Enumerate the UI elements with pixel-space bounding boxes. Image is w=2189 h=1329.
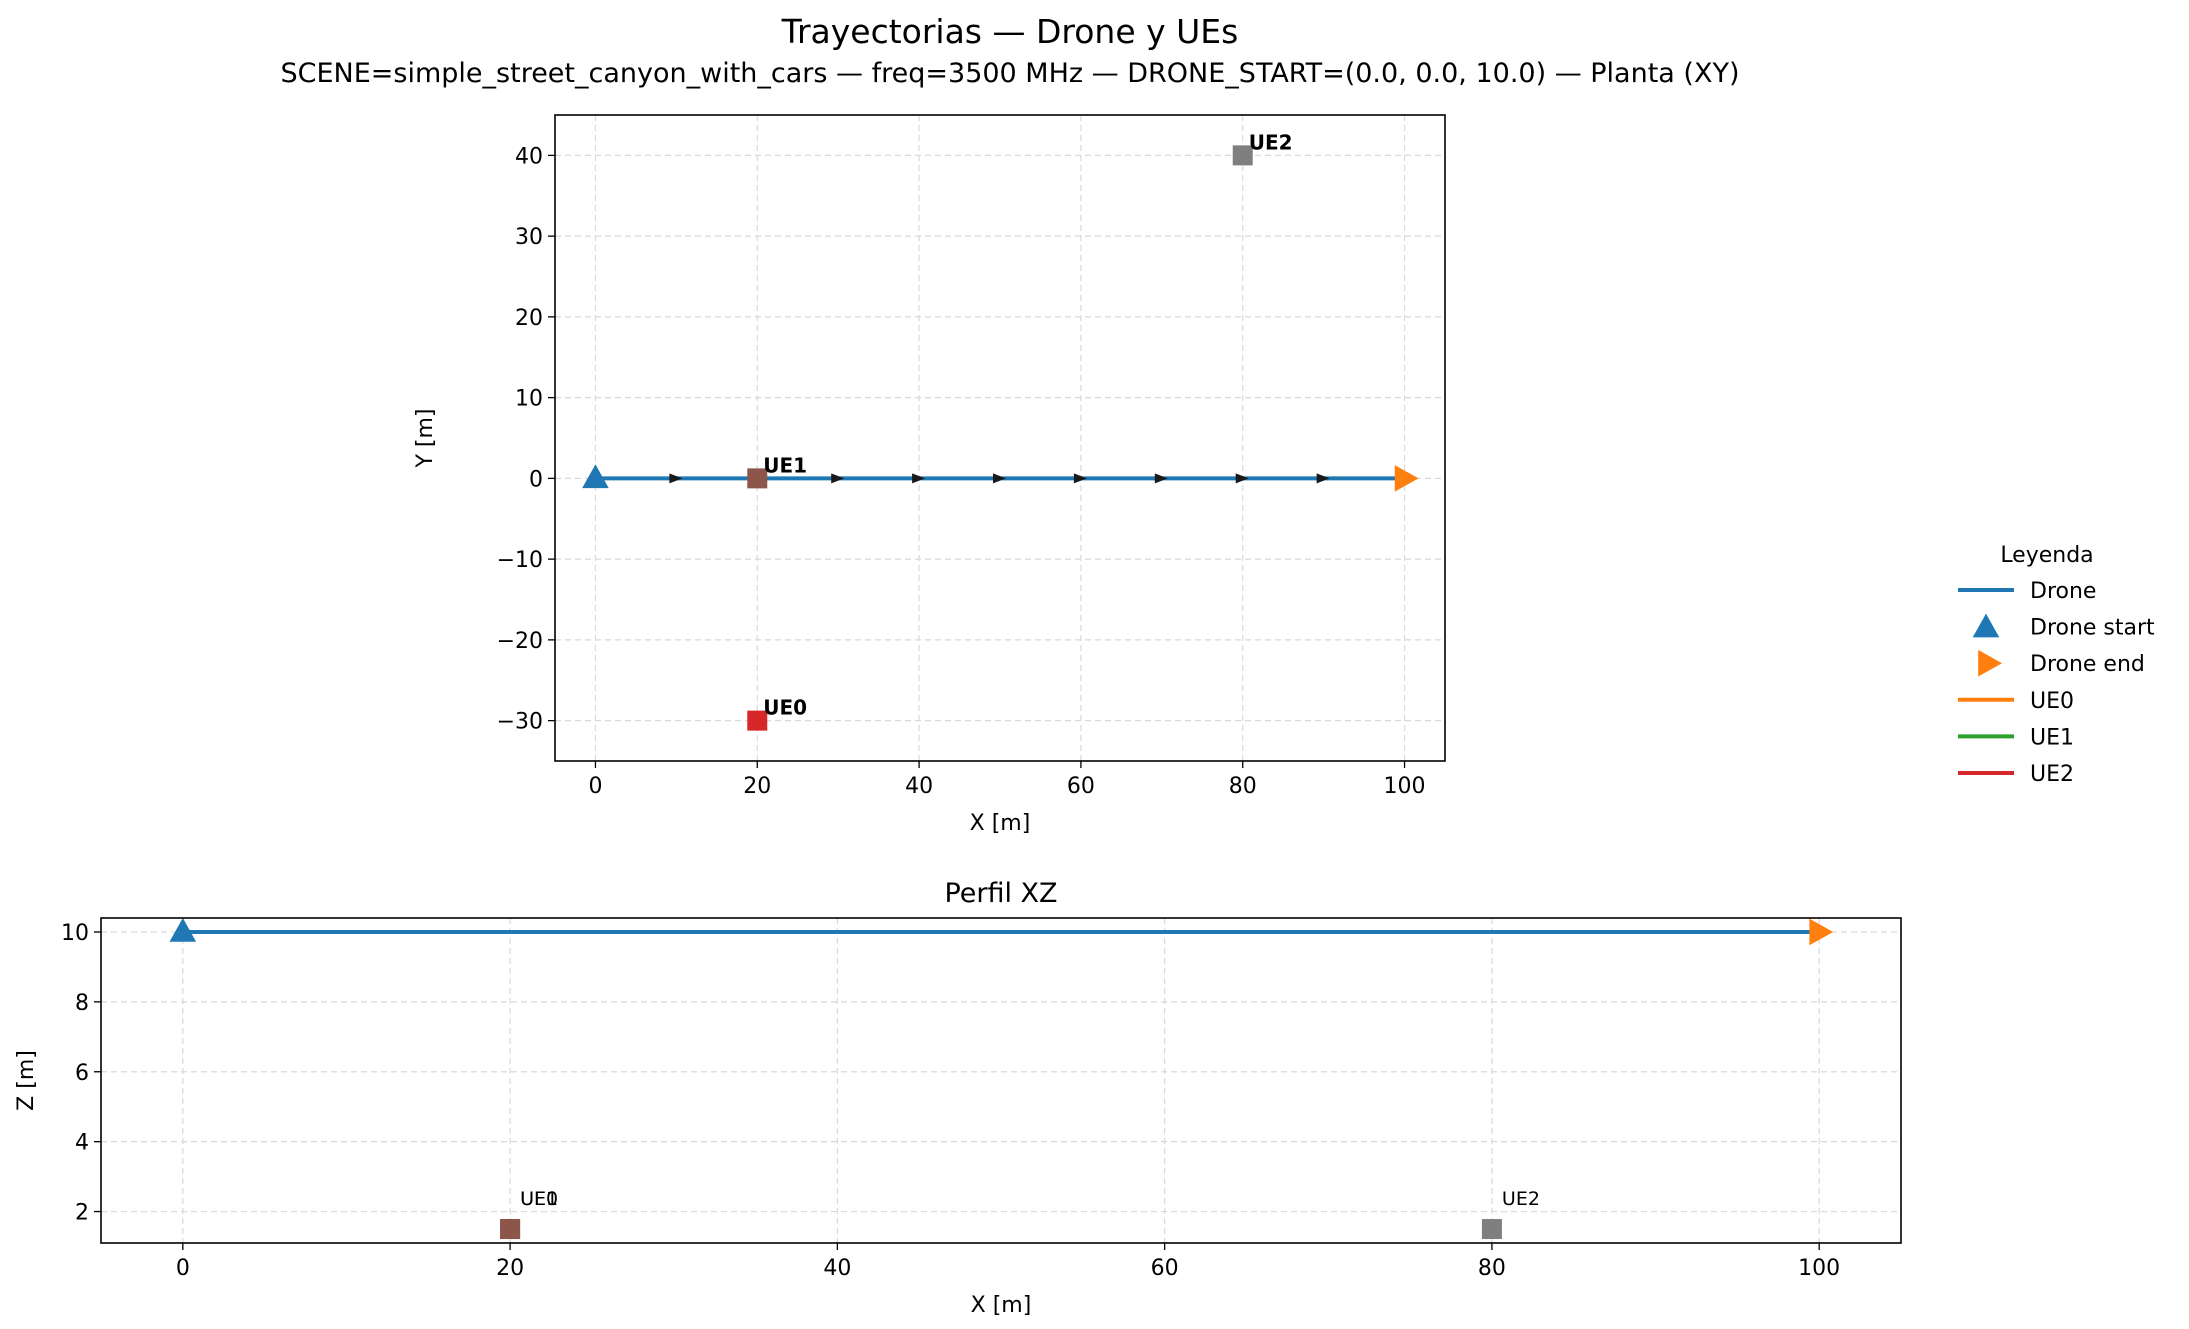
axes-frame <box>100 917 1902 1244</box>
x-tick-label: 40 <box>905 774 933 799</box>
x-tick-label: 40 <box>823 1256 851 1281</box>
legend-entry: UE1 <box>1958 725 2074 750</box>
y-tick-label: 6 <box>75 1061 89 1086</box>
direction-arrow <box>1235 473 1249 484</box>
x-axis-label: X [m] <box>971 1293 1032 1318</box>
ue-label: UE2 <box>1502 1188 1540 1210</box>
drone-start-marker <box>582 464 609 489</box>
y-tick-label: 0 <box>529 467 543 492</box>
legend-entry: UE2 <box>1958 762 2074 787</box>
x-tick-label: 100 <box>1384 774 1426 799</box>
drone-end-marker <box>1809 918 1834 946</box>
ue-label: UE1 <box>763 453 807 477</box>
y-tick-label: 20 <box>515 306 543 331</box>
x-tick-label: 0 <box>176 1256 190 1281</box>
direction-arrow <box>912 473 926 484</box>
figure-subtitle: SCENE=simple_street_canyon_with_cars — f… <box>280 58 1740 89</box>
legend-label: UE1 <box>2030 725 2074 750</box>
ue-marker <box>747 468 768 489</box>
plan-xy-axes: 0 20 40 60 80 100 −30 −20 −10 0 10 20 30 40 X [m] Y [m]… <box>413 114 1446 836</box>
y-tick-label: −30 <box>497 710 543 735</box>
plot-area <box>169 918 1834 1240</box>
direction-arrow <box>1154 473 1168 484</box>
ue-label: UE1 <box>520 1188 558 1210</box>
x-tick-label: 60 <box>1151 1256 1179 1281</box>
legend: Leyenda Drone Drone start Drone end UE0 UE1 UE… <box>1958 543 2155 787</box>
y-tick-label: 4 <box>75 1131 89 1156</box>
legend-label: Drone end <box>2030 652 2145 677</box>
x-tick-label: 100 <box>1798 1256 1840 1281</box>
x-tick-label: 20 <box>496 1256 524 1281</box>
legend-triangle-right-swatch <box>1978 649 2002 677</box>
ue-marker <box>500 1219 521 1240</box>
x-tick-label: 20 <box>743 774 771 799</box>
x-tick-label: 0 <box>588 774 602 799</box>
direction-arrow <box>669 473 683 484</box>
y-tick-label: 10 <box>515 387 543 412</box>
direction-arrow <box>831 473 845 484</box>
legend-label: UE0 <box>2030 689 2074 714</box>
ue-marker <box>747 710 768 731</box>
legend-entry: Drone end <box>1978 649 2145 677</box>
y-tick-label: 30 <box>515 225 543 250</box>
drone-start-marker <box>169 918 197 942</box>
profile-xz-axes: 0 20 40 60 80 100 2 4 6 8 10 X [m] Z [m] Perfil XZ UE0… <box>14 878 1902 1318</box>
plot-area <box>582 145 1419 731</box>
y-axis-label: Z [m] <box>14 1050 39 1111</box>
ue-label: UE0 <box>520 1188 558 1210</box>
legend-entry: Drone start <box>1972 613 2155 641</box>
y-tick-label: −20 <box>497 629 543 654</box>
y-axis-label: Y [m] <box>413 408 438 468</box>
grid <box>555 115 1445 761</box>
legend-triangle-up-swatch <box>1972 613 2000 638</box>
legend-label: Drone start <box>2030 616 2155 641</box>
y-tick-label: 10 <box>61 921 89 946</box>
axes-frame <box>554 114 1446 762</box>
x-tick-label: 80 <box>1478 1256 1506 1281</box>
x-tick-label: 80 <box>1229 774 1257 799</box>
ue-label: UE2 <box>1249 130 1293 154</box>
grid <box>101 918 1901 1243</box>
y-tick-label: −10 <box>497 548 543 573</box>
ue-label: UE0 <box>763 696 807 720</box>
legend-label: UE2 <box>2030 762 2074 787</box>
legend-entry: UE0 <box>1958 689 2074 714</box>
axes-title: Perfil XZ <box>944 878 1057 909</box>
direction-arrow <box>993 473 1006 484</box>
x-axis-label: X [m] <box>970 811 1031 836</box>
legend-title: Leyenda <box>2000 543 2093 568</box>
figure-title: Trayectorias — Drone y UEs <box>781 12 1239 51</box>
y-tick-label: 2 <box>75 1201 89 1226</box>
direction-arrow <box>1073 473 1087 484</box>
ue-marker <box>1481 1219 1502 1240</box>
y-tick-label: 40 <box>515 144 543 169</box>
y-tick-label: 8 <box>75 991 89 1016</box>
legend-label: Drone <box>2030 579 2096 604</box>
ue-marker <box>1232 145 1253 166</box>
direction-arrow <box>1316 473 1330 484</box>
x-tick-label: 60 <box>1067 774 1095 799</box>
drone-end-marker <box>1394 465 1419 492</box>
legend-entry: Drone <box>1958 579 2096 604</box>
